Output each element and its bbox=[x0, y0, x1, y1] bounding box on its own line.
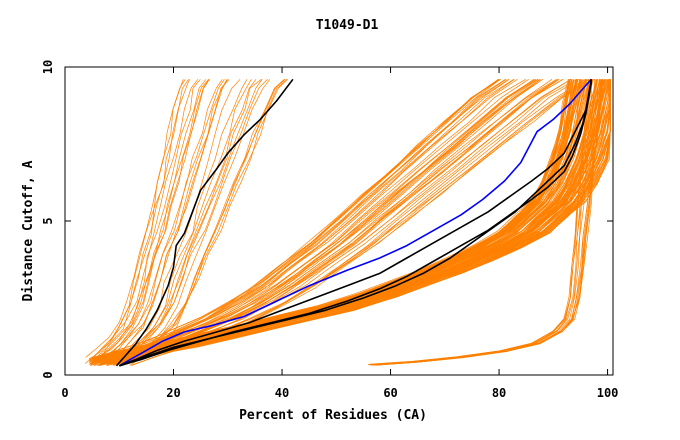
background-series-line bbox=[92, 79, 201, 364]
background-series-line bbox=[103, 79, 223, 360]
y-tick-label: 0 bbox=[41, 371, 55, 378]
x-tick-label: 100 bbox=[597, 386, 619, 400]
background-series-line bbox=[90, 79, 189, 366]
x-tick-label: 40 bbox=[275, 386, 289, 400]
background-series-line bbox=[89, 79, 571, 363]
chart-title: T1049-D1 bbox=[316, 18, 379, 33]
background-series-line bbox=[96, 79, 209, 358]
background-series-line bbox=[90, 79, 571, 361]
background-series-line bbox=[94, 79, 210, 366]
background-series-line bbox=[104, 79, 610, 360]
background-series-line bbox=[102, 79, 509, 361]
background-series-line bbox=[93, 79, 199, 358]
background-series-line bbox=[104, 79, 228, 359]
background-series-line bbox=[122, 79, 559, 360]
x-tick-label: 80 bbox=[492, 386, 506, 400]
background-series-line bbox=[85, 79, 186, 358]
background-series-line bbox=[115, 79, 611, 365]
background-series-line bbox=[373, 79, 601, 366]
background-series-line bbox=[115, 79, 611, 364]
background-series-line bbox=[107, 78, 526, 358]
background-series-line bbox=[113, 79, 539, 360]
x-tick-label: 60 bbox=[383, 386, 397, 400]
background-series-line bbox=[106, 79, 241, 366]
background-series-line bbox=[111, 79, 611, 361]
background-series-line bbox=[121, 78, 564, 359]
background-series-line bbox=[117, 79, 262, 360]
background-series-line bbox=[89, 79, 570, 362]
background-series-line bbox=[94, 79, 207, 361]
background-series-line bbox=[100, 79, 225, 360]
background-series-line bbox=[90, 79, 572, 362]
background-series-line bbox=[119, 79, 271, 365]
x-tick-label: 20 bbox=[166, 386, 180, 400]
background-series-line bbox=[95, 79, 210, 359]
y-tick-label: 5 bbox=[41, 217, 55, 224]
highlight-series-line bbox=[119, 79, 593, 367]
x-axis-label: Percent of Residues (CA) bbox=[239, 408, 427, 423]
background-series-line bbox=[127, 79, 288, 360]
y-axis-label: Distance Cutoff, A bbox=[21, 160, 36, 301]
background-series-line bbox=[97, 79, 499, 360]
highlight-series-line bbox=[115, 78, 294, 367]
background-series-line bbox=[115, 79, 257, 364]
background-series-line bbox=[88, 79, 190, 360]
highlight-series-line bbox=[119, 79, 593, 367]
highlight-series-line bbox=[118, 78, 592, 367]
background-series-line bbox=[113, 79, 248, 364]
ticks-layer: 0 20 40 60 80 100 0 5 10 bbox=[41, 60, 618, 400]
y-tick-label: 10 bbox=[41, 60, 55, 74]
background-series-line bbox=[119, 79, 263, 358]
background-series-line bbox=[89, 79, 570, 361]
background-series-line bbox=[95, 79, 500, 362]
background-series-line bbox=[112, 79, 535, 358]
background-series-line bbox=[118, 79, 268, 360]
x-tick-label: 0 bbox=[61, 386, 68, 400]
background-series-line bbox=[94, 79, 581, 359]
background-series-line bbox=[370, 79, 592, 366]
background-series-line bbox=[90, 79, 571, 364]
series-layer bbox=[85, 78, 611, 367]
